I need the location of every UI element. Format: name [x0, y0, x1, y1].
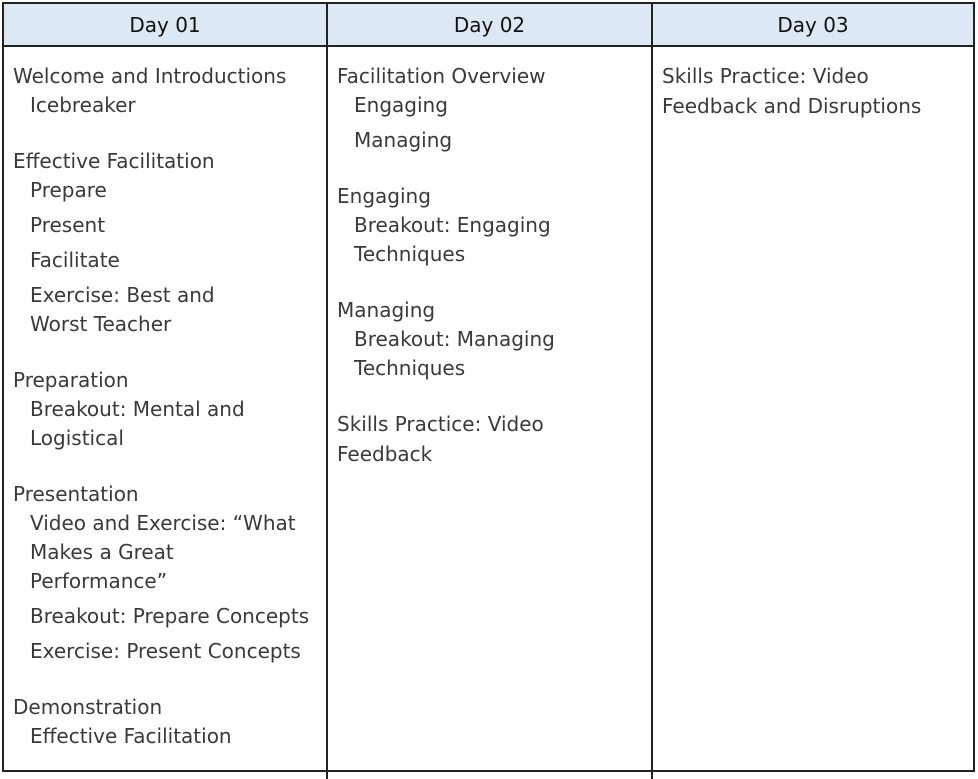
agenda-group: Engaging Breakout: Engaging Techniques — [337, 181, 643, 269]
day-01-column: Welcome and Introductions Icebreaker Eff… — [4, 47, 328, 779]
subtopic-item: Present — [30, 213, 106, 237]
day-02-column: Facilitation Overview Engaging Managing … — [328, 47, 653, 779]
topic-effective-facilitation: Effective Facilitation — [13, 149, 215, 173]
subtopic-item: Effective Facilitation — [30, 724, 232, 748]
agenda-group: Preparation Breakout: Mental and Logisti… — [13, 365, 318, 453]
topic-welcome: Welcome and Introductions — [13, 64, 287, 88]
agenda-group: Presentation Video and Exercise: “What M… — [13, 479, 318, 666]
subtopic-item: Managing — [354, 128, 453, 152]
subtopic-item: Icebreaker — [30, 93, 136, 117]
subtopic-item: Prepare — [30, 178, 107, 202]
subtopic-item: Exercise: Present Concepts — [30, 639, 301, 663]
agenda-group: Effective Facilitation Prepare Present F… — [13, 146, 318, 339]
topic-engaging: Engaging — [337, 184, 431, 208]
day-03-header: Day 03 — [653, 4, 973, 47]
topic-facilitation-overview: Facilitation Overview — [337, 64, 546, 88]
subtopic-item: Breakout: Mental and Logistical — [30, 397, 245, 450]
topic-managing: Managing — [337, 298, 436, 322]
subtopic-item: Video and Exercise: “What Makes a Great … — [30, 511, 296, 593]
subtopic-item: Breakout: Engaging Techniques — [354, 213, 551, 266]
topic-skills-practice: Skills Practice: Video Feedback — [337, 412, 544, 466]
topic-preparation: Preparation — [13, 368, 129, 392]
subtopic-item: Exercise: Best and Worst Teacher — [30, 283, 215, 336]
agenda-group: Managing Breakout: Managing Techniques — [337, 295, 643, 383]
subtopic-item: Breakout: Managing Techniques — [354, 327, 555, 380]
agenda-group: Welcome and Introductions Icebreaker — [13, 61, 318, 120]
day-03-column: Skills Practice: Video Feedback and Disr… — [653, 47, 973, 779]
day-01-header: Day 01 — [4, 4, 328, 47]
topic-presentation: Presentation — [13, 482, 139, 506]
agenda-group: Skills Practice: Video Feedback and Disr… — [662, 61, 965, 121]
day-02-header: Day 02 — [328, 4, 653, 47]
agenda-group: Demonstration Effective Facilitation — [13, 692, 318, 751]
subtopic-item: Facilitate — [30, 248, 120, 272]
subtopic-item: Engaging — [354, 93, 448, 117]
agenda-group: Facilitation Overview Engaging Managing — [337, 61, 643, 155]
agenda-group: Skills Practice: Video Feedback — [337, 409, 643, 469]
topic-skills-practice-disruptions: Skills Practice: Video Feedback and Disr… — [662, 64, 922, 118]
topic-demonstration: Demonstration — [13, 695, 163, 719]
subtopic-item: Breakout: Prepare Concepts — [30, 604, 310, 628]
